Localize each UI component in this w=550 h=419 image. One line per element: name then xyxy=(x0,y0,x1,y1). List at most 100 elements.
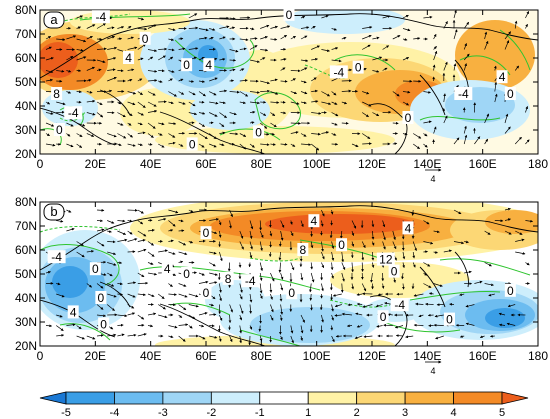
wind-vector xyxy=(392,142,398,146)
wind-vector xyxy=(259,272,263,281)
wind-vector xyxy=(280,79,288,83)
wind-vector xyxy=(525,219,534,223)
wind-vector xyxy=(198,122,205,127)
wind-vector xyxy=(370,272,373,283)
wind-vector xyxy=(300,59,309,63)
wind-vector xyxy=(402,14,409,19)
wind-vector xyxy=(229,335,233,343)
colorbar-label: 4 xyxy=(450,407,456,419)
wind-vector xyxy=(209,262,216,267)
wind-vector xyxy=(405,335,414,339)
x-tick-label: 180 xyxy=(528,349,548,363)
wind-vector xyxy=(178,251,188,256)
wind-vector xyxy=(96,59,106,64)
colorbar-label: -3 xyxy=(158,407,168,419)
wind-vector xyxy=(259,283,263,294)
wind-vector xyxy=(463,43,467,50)
wind-vector xyxy=(229,26,236,30)
wind-vector xyxy=(147,56,154,61)
wind-vector xyxy=(423,241,434,245)
wind-vector xyxy=(351,143,359,147)
wind-vector xyxy=(329,230,333,239)
wind-vector xyxy=(229,49,239,53)
contour-label-text: 0 xyxy=(203,286,210,300)
wind-vector xyxy=(188,209,194,213)
contour-label: 0 xyxy=(402,111,414,125)
contour-label: -4 xyxy=(329,65,348,79)
wind-vector xyxy=(423,133,428,137)
wind-vector xyxy=(331,335,335,343)
wind-vector xyxy=(229,68,236,72)
wind-vector xyxy=(56,38,66,41)
wind-vector xyxy=(86,250,95,253)
wind-vector xyxy=(341,89,352,93)
wind-vector xyxy=(249,27,255,31)
wind-vector xyxy=(514,20,518,29)
wind-vector xyxy=(259,230,264,238)
wind-vector xyxy=(484,113,489,124)
wind-vector xyxy=(137,293,146,297)
wind-vector xyxy=(260,24,270,29)
wind-vector xyxy=(423,220,430,225)
wind-vector xyxy=(117,219,126,223)
wind-vector xyxy=(433,50,438,61)
contour-label-text: 8 xyxy=(53,87,60,101)
wind-vector xyxy=(464,240,469,244)
wind-vector xyxy=(147,101,157,107)
wind-vector xyxy=(147,272,158,276)
wind-vector xyxy=(280,34,288,40)
wind-vector xyxy=(412,262,416,268)
y-tick-label: 50N xyxy=(15,267,37,281)
wind-vector xyxy=(96,208,105,212)
wind-vector xyxy=(107,230,112,233)
contour-label: -4 xyxy=(64,106,83,120)
colorbar-label: 2 xyxy=(354,407,360,419)
x-tick-label: 140E xyxy=(413,349,441,363)
wind-vector xyxy=(106,304,115,311)
wind-vector xyxy=(137,248,147,253)
wind-vector xyxy=(377,293,383,296)
contour-label-text: 0 xyxy=(507,87,514,101)
wind-vector xyxy=(239,16,251,20)
wind-vector xyxy=(208,133,217,140)
wind-vector xyxy=(239,293,243,300)
x-tick-label: 180 xyxy=(528,157,548,171)
wind-vector xyxy=(178,314,183,318)
wind-vector xyxy=(356,293,363,296)
wind-vector xyxy=(209,272,218,276)
wind-vector xyxy=(249,101,260,105)
wind-vector xyxy=(443,93,447,103)
wind-vector xyxy=(229,79,235,83)
contour-label-text: -4 xyxy=(68,106,79,120)
contour-label: 8 xyxy=(222,271,234,286)
wind-vector xyxy=(248,262,252,268)
wind-vector xyxy=(66,323,76,327)
wind-vector xyxy=(354,335,363,339)
wind-vector xyxy=(423,283,432,288)
wind-vector xyxy=(117,122,124,126)
wind-vector xyxy=(45,143,56,147)
wind-vector xyxy=(137,333,147,337)
wind-vector xyxy=(525,23,528,29)
wind-vector xyxy=(371,251,375,261)
contour-label-text: 0 xyxy=(142,32,149,46)
wind-vector xyxy=(270,25,278,29)
y-tick-label: 70N xyxy=(15,219,37,233)
wind-vector xyxy=(117,143,122,146)
wind-vector xyxy=(311,132,321,136)
panel-a-label: a xyxy=(43,11,65,29)
wind-vector xyxy=(459,335,465,338)
colorbar-label: 1 xyxy=(305,407,311,419)
wind-vector xyxy=(280,335,283,341)
wind-vector xyxy=(433,230,440,234)
contour-label-text: 0 xyxy=(507,284,514,298)
wind-vector xyxy=(219,143,225,147)
wind-vector xyxy=(147,49,158,53)
wind-vector xyxy=(219,251,223,262)
wind-vector xyxy=(178,229,185,233)
wind-vector xyxy=(229,220,232,229)
wind-vector xyxy=(147,293,155,297)
wind-vector xyxy=(86,335,96,340)
wind-vector xyxy=(310,230,313,237)
wind-vector xyxy=(259,220,262,231)
